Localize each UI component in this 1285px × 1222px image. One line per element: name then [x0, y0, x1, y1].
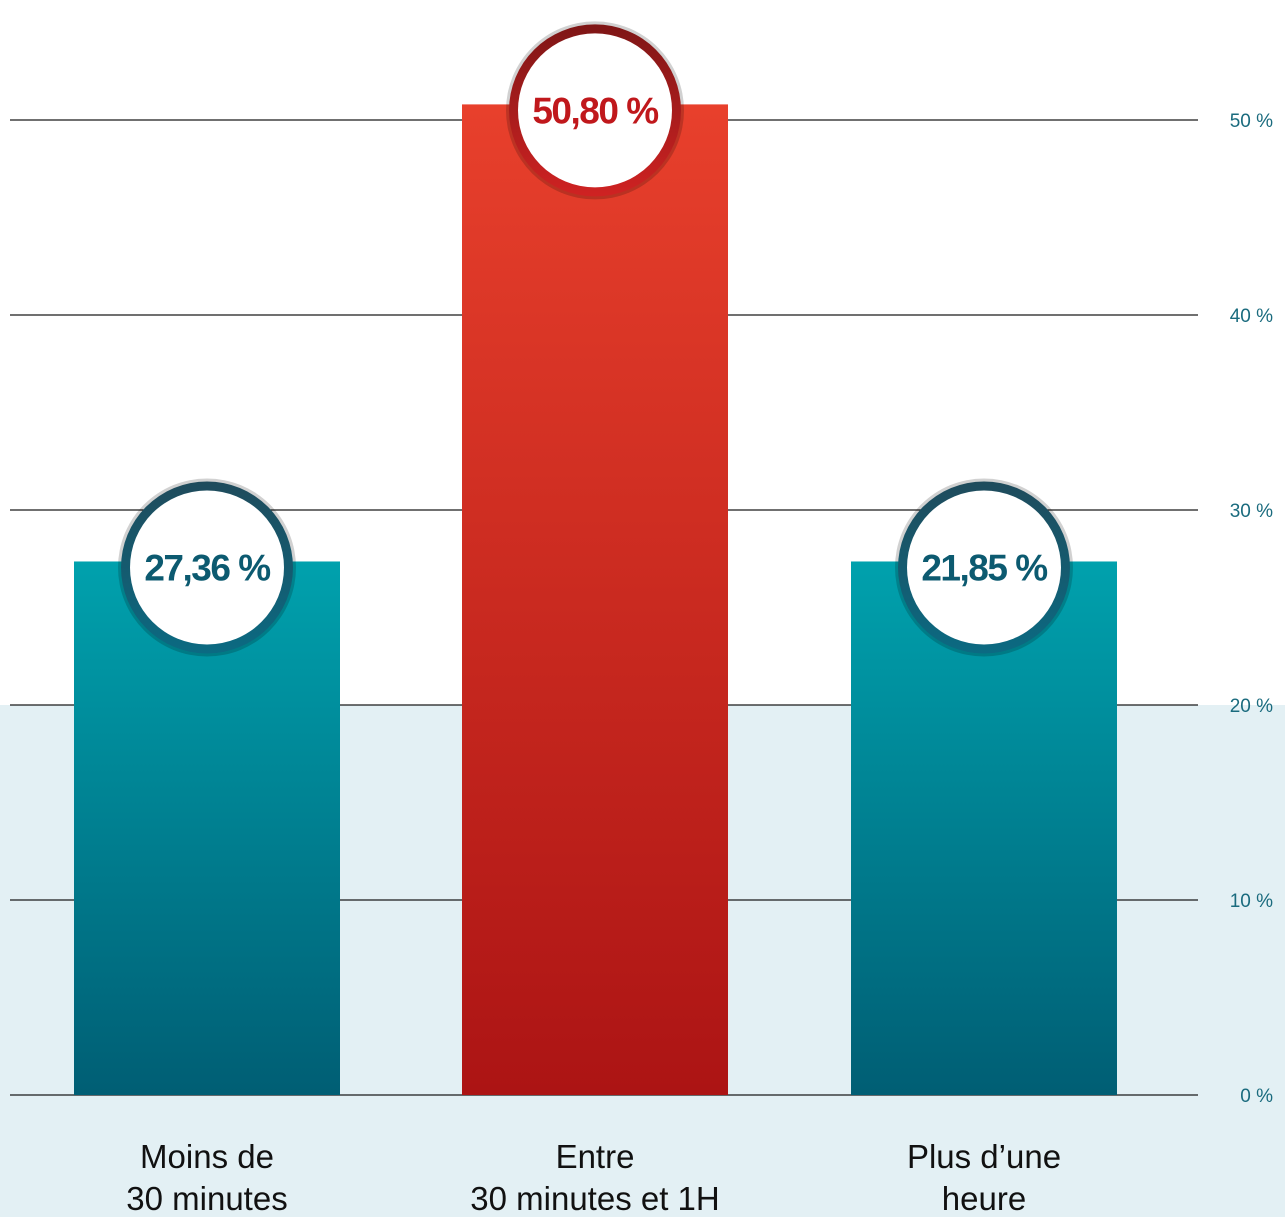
category-label: Plus d’une — [907, 1138, 1061, 1175]
category-label: Entre — [556, 1138, 635, 1175]
y-tick-label: 40 % — [1230, 306, 1273, 327]
data-label: 21,85 % — [921, 547, 1047, 588]
data-label: 50,80 % — [532, 90, 658, 131]
value-bubble: 21,85 % — [895, 478, 1073, 657]
data-label: 27,36 % — [144, 547, 270, 588]
y-tick-label: 30 % — [1230, 501, 1273, 522]
y-tick-label: 10 % — [1230, 891, 1273, 912]
category-label: 30 minutes et 1H — [470, 1180, 719, 1217]
value-bubble: 50,80 % — [506, 21, 684, 200]
bar — [462, 104, 728, 1095]
y-tick-label: 50 % — [1230, 111, 1273, 132]
y-tick-label: 0 % — [1240, 1086, 1273, 1107]
category-label: heure — [942, 1180, 1026, 1217]
y-tick-label: 20 % — [1230, 696, 1273, 717]
value-bubble: 27,36 % — [118, 478, 296, 657]
category-label: 30 minutes — [126, 1180, 287, 1217]
category-label: Moins de — [140, 1138, 274, 1175]
